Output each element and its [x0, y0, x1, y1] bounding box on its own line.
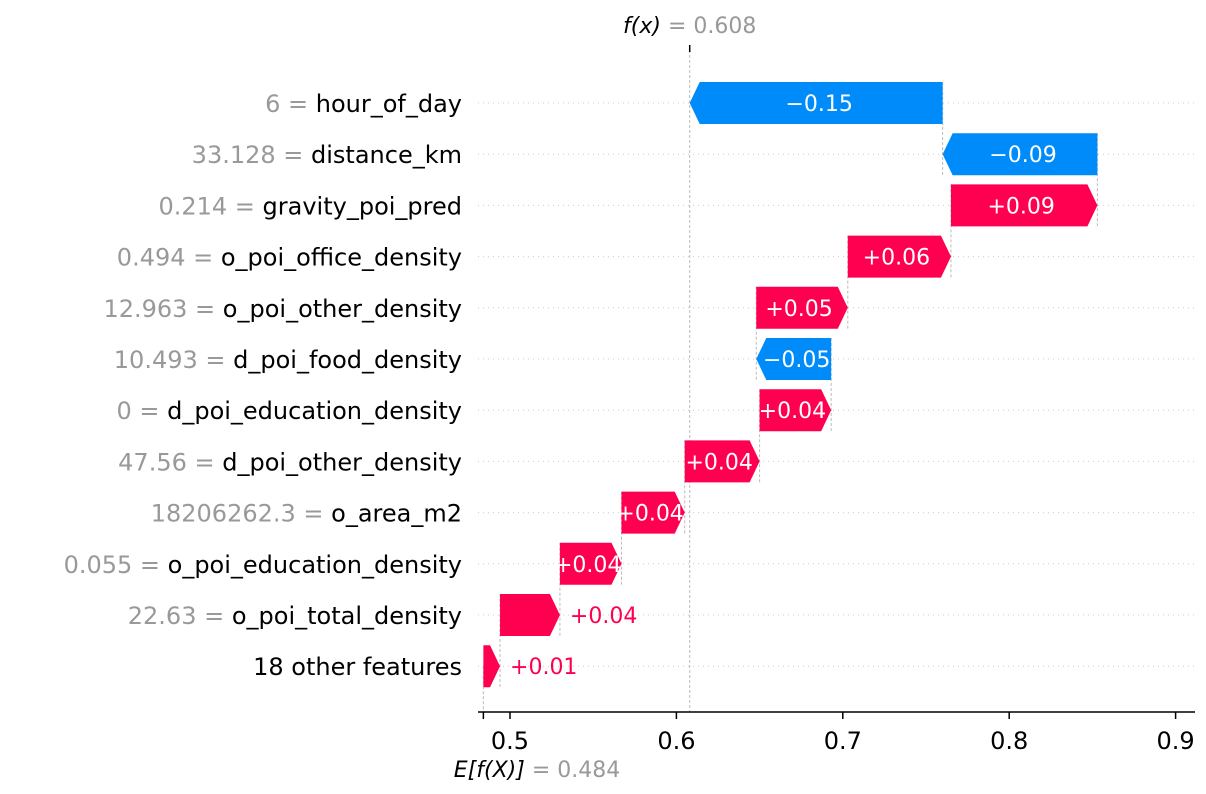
- positive-bar: [684, 440, 760, 483]
- positive-bar: [756, 286, 848, 329]
- bar-value-label: +0.04: [685, 450, 752, 475]
- positive-bar: [483, 645, 501, 688]
- feature-value: 0.214 =: [158, 192, 262, 220]
- fx-symbol: f(x): [623, 14, 661, 39]
- feature-value: 47.56 =: [118, 448, 222, 476]
- bar-value-label: +0.04: [554, 553, 621, 578]
- feature-name: distance_km: [311, 141, 462, 169]
- feature-label: 12.963 = o_poi_other_density: [103, 295, 462, 323]
- feature-name: o_poi_education_density: [168, 551, 462, 579]
- feature-label: 0 = d_poi_education_density: [116, 397, 462, 425]
- x-tick-label: 0.9: [1157, 727, 1195, 755]
- positive-bar: [950, 184, 1098, 227]
- feature-label: 0.214 = gravity_poi_pred: [158, 192, 462, 220]
- negative-bar: [689, 82, 943, 124]
- feature-value: 0.055 =: [64, 551, 168, 579]
- feature-label: 47.56 = d_poi_other_density: [118, 448, 462, 476]
- feature-name: gravity_poi_pred: [263, 192, 462, 220]
- base-symbol: E[f(X)]: [454, 758, 525, 783]
- feature-value: 10.493 =: [114, 346, 233, 374]
- feature-label: 22.63 = o_poi_total_density: [128, 602, 462, 630]
- base-value: = 0.484: [525, 758, 620, 783]
- feature-label: 6 = hour_of_day: [265, 90, 462, 118]
- negative-bar: [756, 338, 832, 380]
- x-tick-label: 0.8: [990, 727, 1028, 755]
- bar-value-label: +0.01: [510, 655, 577, 680]
- feature-name: o_poi_total_density: [232, 602, 462, 630]
- positive-bar: [759, 389, 832, 432]
- positive-bar: [847, 235, 951, 278]
- feature-value: 22.63 =: [128, 602, 232, 630]
- feature-name: d_poi_food_density: [233, 346, 462, 374]
- fx-value: = 0.608: [661, 14, 756, 39]
- bar-value-label: +0.04: [570, 604, 637, 629]
- feature-label: 10.493 = d_poi_food_density: [114, 346, 462, 374]
- feature-label: 0.055 = o_poi_education_density: [64, 551, 462, 579]
- feature-label: 18206262.3 = o_area_m2: [151, 500, 462, 528]
- feature-name: d_poi_education_density: [167, 397, 462, 425]
- fx-label: f(x) = 0.608: [623, 14, 756, 39]
- positive-bar: [621, 491, 685, 534]
- feature-name: o_poi_office_density: [221, 244, 462, 272]
- bar-value-label: +0.05: [765, 297, 832, 322]
- feature-value: 6 =: [265, 90, 316, 118]
- bar-value-label: −0.15: [785, 92, 852, 117]
- feature-name: o_poi_other_density: [223, 295, 462, 323]
- x-tick-label: 0.5: [491, 727, 529, 755]
- feature-name: 18 other features: [253, 653, 462, 681]
- negative-bar: [942, 133, 1098, 176]
- bar-value-label: +0.04: [759, 399, 826, 424]
- bar-value-label: +0.04: [616, 502, 683, 527]
- positive-bar: [500, 594, 560, 636]
- feature-value: 18206262.3 =: [151, 500, 331, 528]
- feature-value: 12.963 =: [103, 295, 222, 323]
- base-label: E[f(X)] = 0.484: [454, 758, 620, 783]
- bar-value-label: −0.05: [763, 348, 830, 373]
- x-tick-label: 0.6: [657, 727, 695, 755]
- feature-label: 18 other features: [253, 653, 462, 681]
- feature-value: 33.128 =: [192, 141, 311, 169]
- positive-bar: [559, 542, 622, 585]
- feature-label: 33.128 = distance_km: [192, 141, 462, 169]
- bar-value-label: −0.09: [989, 143, 1056, 168]
- feature-value: 0 =: [116, 397, 167, 425]
- feature-name: hour_of_day: [316, 90, 462, 118]
- bar-value-label: +0.09: [987, 194, 1054, 219]
- x-tick-label: 0.7: [824, 727, 862, 755]
- bar-value-label: +0.06: [863, 246, 930, 271]
- feature-value: 0.494 =: [117, 244, 221, 272]
- feature-name: d_poi_other_density: [222, 448, 462, 476]
- feature-label: 0.494 = o_poi_office_density: [117, 244, 462, 272]
- feature-name: o_area_m2: [331, 500, 462, 528]
